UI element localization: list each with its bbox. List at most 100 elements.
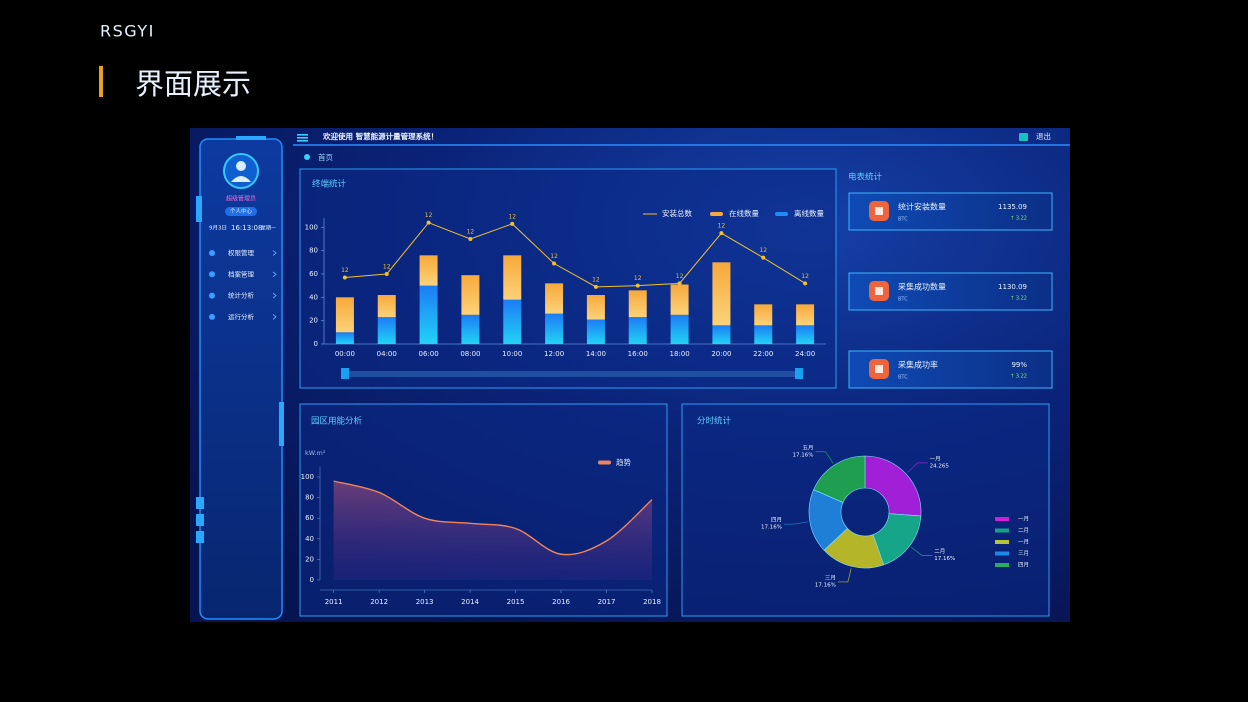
stat-label: 采集成功数量: [898, 282, 946, 292]
stat-unit: BTC: [898, 217, 908, 223]
bar-segment: [335, 297, 354, 333]
stat-change: ↑ 3.22: [1010, 296, 1027, 302]
logout-icon[interactable]: [1019, 133, 1028, 141]
x-tick-label: 12:00: [544, 350, 564, 358]
x-tick-label: 2013: [416, 598, 434, 606]
sidebar-deco: [236, 136, 266, 140]
menu-item[interactable]: 权限管理: [228, 248, 255, 257]
menu-item[interactable]: 统计分析: [228, 291, 255, 300]
stat-change: ↑ 3.22: [1010, 374, 1027, 380]
logout[interactable]: 退出: [1036, 131, 1051, 141]
legend-label: 离线数量: [794, 208, 824, 218]
bar-segment: [586, 295, 605, 320]
menu-icon: [209, 250, 215, 256]
bar-segment: [712, 325, 731, 344]
legend-label: 安装总数: [662, 208, 692, 218]
bar-segment: [586, 319, 605, 344]
zoom-handle[interactable]: [795, 368, 803, 379]
bar-segment: [796, 325, 815, 344]
line-point: [342, 275, 347, 280]
slice-category: 三月: [825, 574, 836, 581]
legend-swatch: [775, 212, 788, 216]
panel-title: 园区用能分析: [311, 416, 363, 427]
x-tick-label: 2017: [598, 598, 616, 606]
x-tick-label: 2018: [643, 598, 661, 606]
slice-category: 一月: [930, 455, 941, 462]
time: 16:13:08: [231, 224, 262, 232]
point-label: 12: [467, 229, 475, 236]
charts: 0 20 40 60 80 100 00:00 04:00 06:00 08:00 10:00 12:…: [301, 208, 1029, 606]
legend-label: 一月: [1018, 539, 1029, 546]
leader-line: [910, 546, 933, 556]
bar-segment: [628, 290, 647, 318]
profile-label[interactable]: 个人中心: [230, 207, 253, 215]
line-point: [468, 237, 473, 241]
point-label: 12: [676, 273, 684, 280]
bar-segment: [335, 332, 354, 344]
line-point: [761, 255, 766, 260]
x-tick-label: 00:00: [335, 350, 355, 358]
x-tick-label: 22:00: [753, 350, 773, 358]
date: 9月3日: [209, 225, 227, 232]
menu-icon[interactable]: [297, 134, 308, 142]
menu-arrow: [272, 271, 277, 278]
leader-line: [815, 451, 834, 464]
user-role: 超级管理员: [226, 195, 256, 203]
point-label: 12: [425, 212, 433, 219]
title-accent: [99, 66, 103, 97]
x-tick-label: 2014: [461, 598, 479, 606]
breadcrumb[interactable]: 首页: [318, 152, 333, 162]
slice-value: 17.16%: [934, 556, 955, 562]
menu-arrow: [272, 314, 277, 320]
zoom-handle[interactable]: [341, 368, 349, 379]
menu-icon: [209, 271, 215, 278]
line-point: [384, 272, 389, 276]
x-tick-label: 2011: [325, 598, 343, 606]
point-label: 12: [634, 275, 642, 282]
bar-segment: [419, 255, 438, 286]
line-point: [719, 231, 724, 236]
stat-cards: 统计安装数量 BTC 1135.09 ↑ 3.22 采集成功数量 BTC 1130.09 ↑ …: [848, 192, 1053, 389]
weekday: 星期一: [261, 226, 276, 232]
y-tick-label: 40: [305, 535, 314, 543]
page-title: 界面展示: [135, 67, 251, 101]
bar-segment: [419, 285, 438, 344]
slice-value: 17.16%: [815, 582, 836, 588]
stat-value: 1135.09: [998, 203, 1027, 211]
line: [344, 222, 806, 288]
bar-segment: [545, 283, 564, 314]
location-icon: [304, 154, 310, 160]
sidebar-deco: [196, 196, 202, 222]
leader-line: [784, 521, 808, 525]
point-label: 12: [759, 247, 767, 254]
bar-segment: [754, 325, 773, 344]
slice-value: 17.16%: [761, 525, 782, 531]
bar-segment: [461, 314, 480, 344]
menu-item[interactable]: 档案管理: [228, 269, 255, 278]
profile-button[interactable]: [225, 207, 257, 216]
x-tick-label: 18:00: [669, 350, 689, 358]
line-point: [677, 281, 682, 286]
x-tick-label: 2016: [552, 598, 570, 606]
point-label: 12: [592, 276, 600, 283]
bar-segment: [377, 295, 396, 318]
point-label: 12: [383, 264, 391, 271]
bar-segment: [796, 304, 815, 326]
menu-item[interactable]: 运行分析: [228, 312, 255, 321]
y-tick-label: 60: [309, 270, 318, 278]
y-axis-label: kW.m²: [305, 449, 326, 457]
y-tick-label: 0: [310, 576, 314, 584]
y-tick-label: 60: [305, 514, 314, 522]
y-tick-label: 0: [314, 340, 318, 348]
bar-segment: [670, 284, 689, 315]
stat-icon-glyph: [875, 287, 883, 295]
legend-swatch: [995, 540, 1009, 544]
legend-label: 在线数量: [729, 208, 759, 218]
bar-segment: [712, 262, 731, 326]
stat-change: ↑ 3.22: [1010, 216, 1027, 222]
point-label: 12: [550, 253, 558, 260]
slice-value: 17.16%: [793, 452, 814, 458]
stat-value: 99%: [1011, 361, 1027, 369]
